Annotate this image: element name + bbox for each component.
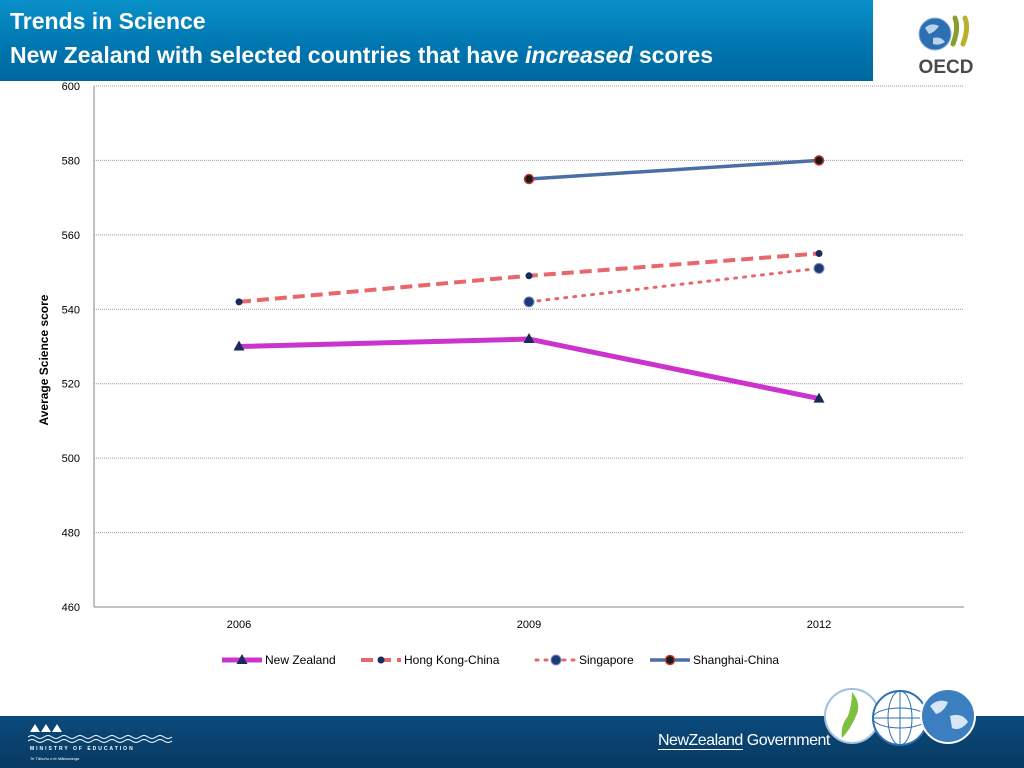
oecd-logo: OECD (918, 15, 974, 76)
shanghai-china-marker (664, 654, 676, 666)
new-zealand-line (238, 336, 820, 402)
y-axis-label: Average Science score (37, 294, 51, 425)
moe-wave-icon (28, 735, 173, 743)
shanghai-china-line (528, 158, 820, 181)
singapore-marker (523, 296, 535, 308)
y-tick-label: 540 (62, 304, 80, 316)
page-subtitle: New Zealand with selected countries that… (10, 42, 713, 69)
legend-label: New Zealand (265, 653, 336, 667)
y-tick-label: 600 (62, 81, 80, 93)
new-zealand-marker (523, 333, 535, 344)
ministry-name: MINISTRY OF EDUCATION (30, 746, 135, 752)
hong-kong-china-marker (377, 656, 385, 664)
y-tick-label: 480 (62, 528, 80, 540)
singapore-line (527, 266, 821, 304)
hong-kong-china-marker (815, 249, 823, 257)
legend-label: Shanghai-China (693, 653, 779, 667)
y-tick-label: 460 (62, 602, 80, 614)
nz-gov-text-a: NewZealand (658, 732, 743, 750)
globe-new-zealand-icon (824, 688, 880, 744)
shanghai-china-marker (523, 173, 535, 185)
nz-government-logo: NewZealand Government (658, 732, 830, 750)
nz-gov-text-b: Government (746, 732, 831, 749)
subtitle-emphasis: increased (525, 42, 633, 68)
gridlines (94, 85, 964, 534)
title-banner: Trends in Science New Zealand with selec… (0, 0, 873, 81)
y-tick-label: 500 (62, 453, 80, 465)
new-zealand-marker (236, 654, 248, 664)
ministry-subtitle: Te Tāhuhu o te Mātauranga (30, 756, 80, 761)
axes: 460 480 500 520 540 560 580 600 2006 2009 2012 (62, 81, 964, 631)
hong-kong-china-marker (525, 272, 533, 280)
legend-label: Singapore (579, 653, 634, 667)
series-markers (233, 155, 825, 403)
shanghai-china-marker (813, 155, 825, 166)
x-tick-label: 2009 (517, 619, 541, 631)
y-tick-label: 560 (62, 230, 80, 242)
singapore-marker (813, 262, 825, 274)
new-zealand-marker (813, 392, 825, 403)
legend-label: Hong Kong-China (404, 653, 500, 667)
globes-graphic (824, 688, 976, 746)
y-tick-label: 520 (62, 379, 80, 391)
legend-item-shanghai-china: Shanghai-China (650, 653, 779, 667)
globe-world-icon (920, 688, 976, 744)
moe-mountains-icon (30, 724, 62, 732)
legend-item-new-zealand: New Zealand (222, 653, 336, 667)
globe-wireframe-icon (872, 690, 928, 746)
oecd-logo-text: OECD (919, 57, 974, 76)
subtitle-text-pre: New Zealand with selected countries that… (10, 42, 526, 68)
singapore-marker (550, 654, 562, 666)
x-tick-label: 2012 (807, 619, 831, 631)
legend: New Zealand Hong Kong-China Singapore Shang… (222, 653, 779, 667)
series-lines (238, 158, 821, 402)
new-zealand-marker (233, 340, 245, 351)
subtitle-text-post: scores (632, 42, 714, 68)
hong-kong-china-marker (235, 298, 243, 306)
x-tick-label: 2006 (227, 619, 251, 631)
legend-item-singapore: Singapore (534, 653, 634, 667)
line-chart: 460 480 500 520 540 560 580 600 2006 2009 2012 New… (37, 81, 964, 667)
y-tick-label: 580 (62, 155, 80, 167)
page-title: Trends in Science (10, 8, 206, 34)
legend-item-hong-kong-china: Hong Kong-China (361, 653, 500, 667)
